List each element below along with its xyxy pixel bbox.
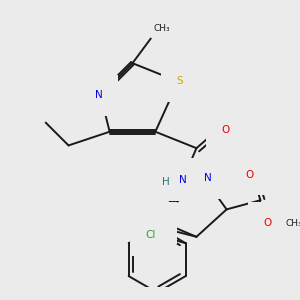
Text: N: N [179, 175, 187, 185]
Text: H: H [162, 177, 170, 187]
Text: CH₃: CH₃ [286, 219, 300, 228]
Text: O: O [222, 125, 230, 135]
Text: O: O [245, 170, 253, 180]
Text: N: N [203, 173, 211, 183]
Text: O: O [264, 218, 272, 228]
Text: S: S [177, 76, 183, 86]
Text: CH₃: CH₃ [154, 24, 170, 33]
Text: N: N [95, 90, 103, 100]
Text: S: S [155, 218, 161, 228]
Text: Cl: Cl [146, 230, 156, 240]
